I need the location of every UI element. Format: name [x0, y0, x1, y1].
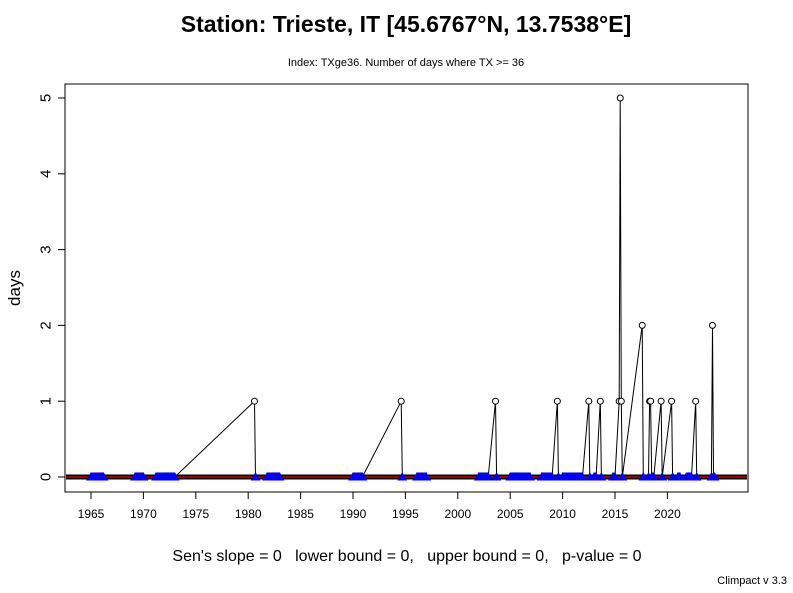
series-line: [91, 97, 715, 478]
data-point-zero: [675, 471, 685, 481]
data-point: [585, 397, 593, 405]
data-point-zero: [657, 471, 668, 481]
chart-subtitle: Index: TXge36. Number of days where TX >…: [288, 57, 524, 69]
x-tick-label: 1990: [340, 507, 367, 521]
x-tick-label: 1980: [235, 507, 262, 521]
y-tick-label: 4: [38, 170, 55, 178]
data-point-zero: [483, 471, 494, 481]
data-point: [616, 94, 624, 102]
data-point-zero: [691, 471, 702, 481]
x-tick-label: 2000: [444, 507, 471, 521]
data-point-zero: [709, 471, 720, 481]
x-tick-label: 2005: [497, 507, 524, 521]
x-tick-label: 2020: [654, 507, 681, 521]
data-point-zero: [491, 471, 502, 481]
data-point: [553, 397, 561, 405]
x-tick-label: 1970: [130, 507, 157, 521]
y-tick-label: 3: [38, 245, 55, 253]
data-point-zero: [169, 471, 180, 481]
data-point: [708, 321, 716, 329]
data-point-zero: [648, 471, 659, 481]
data-point-zero: [357, 471, 368, 481]
chart-title: Station: Trieste, IT [45.6767°N, 13.7538…: [181, 11, 631, 37]
data-point-zero: [596, 471, 607, 481]
sens-slope-summary: Sen's slope = 0 lower bound = 0, upper b…: [172, 548, 641, 565]
data-point-zero: [250, 471, 261, 481]
data-point-zero: [421, 471, 432, 481]
data-layer: [66, 94, 747, 481]
data-point-zero: [525, 471, 535, 481]
y-tick-label: 1: [38, 397, 55, 405]
x-tick-label: 1985: [287, 507, 314, 521]
data-point: [638, 321, 646, 329]
climpact-credit: Climpact v 3.3: [717, 575, 787, 587]
x-tick-label: 2010: [549, 507, 576, 521]
data-point-zero: [547, 471, 557, 481]
y-tick-label: 5: [38, 94, 55, 102]
x-tick-label: 1975: [182, 507, 209, 521]
data-point-zero: [617, 471, 628, 481]
data-point: [397, 397, 405, 405]
data-point-zero: [138, 471, 149, 481]
data-point-zero: [577, 471, 588, 481]
y-tick-label: 0: [38, 473, 55, 481]
plot-frame: [64, 83, 749, 493]
data-point-zero: [610, 471, 620, 481]
data-point: [617, 397, 625, 405]
x-tick-label: 2015: [602, 507, 629, 521]
x-axis: 1965 1970 1975 1980 1985 1990 1995 2000 2005 2010…: [78, 491, 681, 521]
data-point: [657, 397, 665, 405]
y-axis-label: days: [5, 270, 24, 306]
x-tick-label: 1965: [78, 507, 105, 521]
data-point: [596, 397, 604, 405]
data-point-zero: [397, 471, 408, 481]
y-axis: 0 1 2 3 4 5: [38, 94, 66, 481]
y-tick-label: 2: [38, 321, 55, 329]
data-point-zero: [274, 471, 285, 481]
data-point: [492, 397, 500, 405]
x-tick-label: 1995: [392, 507, 419, 521]
data-point: [647, 397, 655, 405]
data-point: [668, 397, 676, 405]
data-point-zero: [98, 471, 109, 481]
data-point: [692, 397, 700, 405]
data-point: [250, 397, 258, 405]
